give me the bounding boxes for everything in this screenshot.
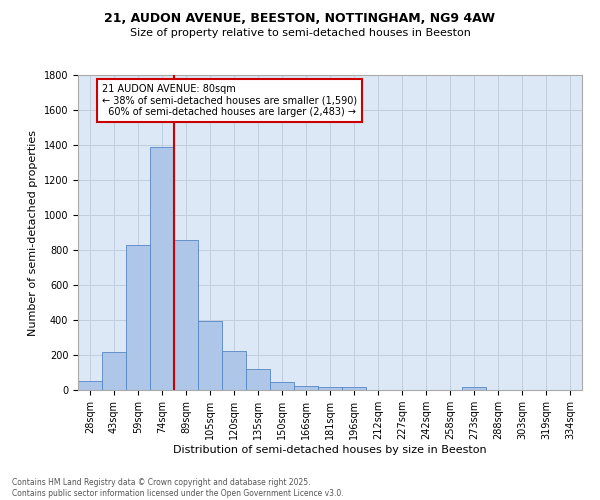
Bar <box>222 350 246 390</box>
X-axis label: Distribution of semi-detached houses by size in Beeston: Distribution of semi-detached houses by … <box>173 445 487 455</box>
Bar <box>342 388 366 390</box>
Bar <box>318 386 342 390</box>
Bar <box>126 244 150 390</box>
Bar <box>198 321 222 390</box>
Text: Contains HM Land Registry data © Crown copyright and database right 2025.
Contai: Contains HM Land Registry data © Crown c… <box>12 478 344 498</box>
Text: 21 AUDON AVENUE: 80sqm
← 38% of semi-detached houses are smaller (1,590)
  60% o: 21 AUDON AVENUE: 80sqm ← 38% of semi-det… <box>102 84 357 117</box>
Bar <box>270 382 294 390</box>
Bar <box>246 369 270 390</box>
Bar <box>294 386 318 390</box>
Bar <box>462 386 486 390</box>
Bar <box>102 352 126 390</box>
Bar <box>78 381 102 390</box>
Bar <box>174 240 198 390</box>
Text: 21, AUDON AVENUE, BEESTON, NOTTINGHAM, NG9 4AW: 21, AUDON AVENUE, BEESTON, NOTTINGHAM, N… <box>104 12 496 26</box>
Y-axis label: Number of semi-detached properties: Number of semi-detached properties <box>28 130 38 336</box>
Bar <box>150 147 174 390</box>
Text: Size of property relative to semi-detached houses in Beeston: Size of property relative to semi-detach… <box>130 28 470 38</box>
